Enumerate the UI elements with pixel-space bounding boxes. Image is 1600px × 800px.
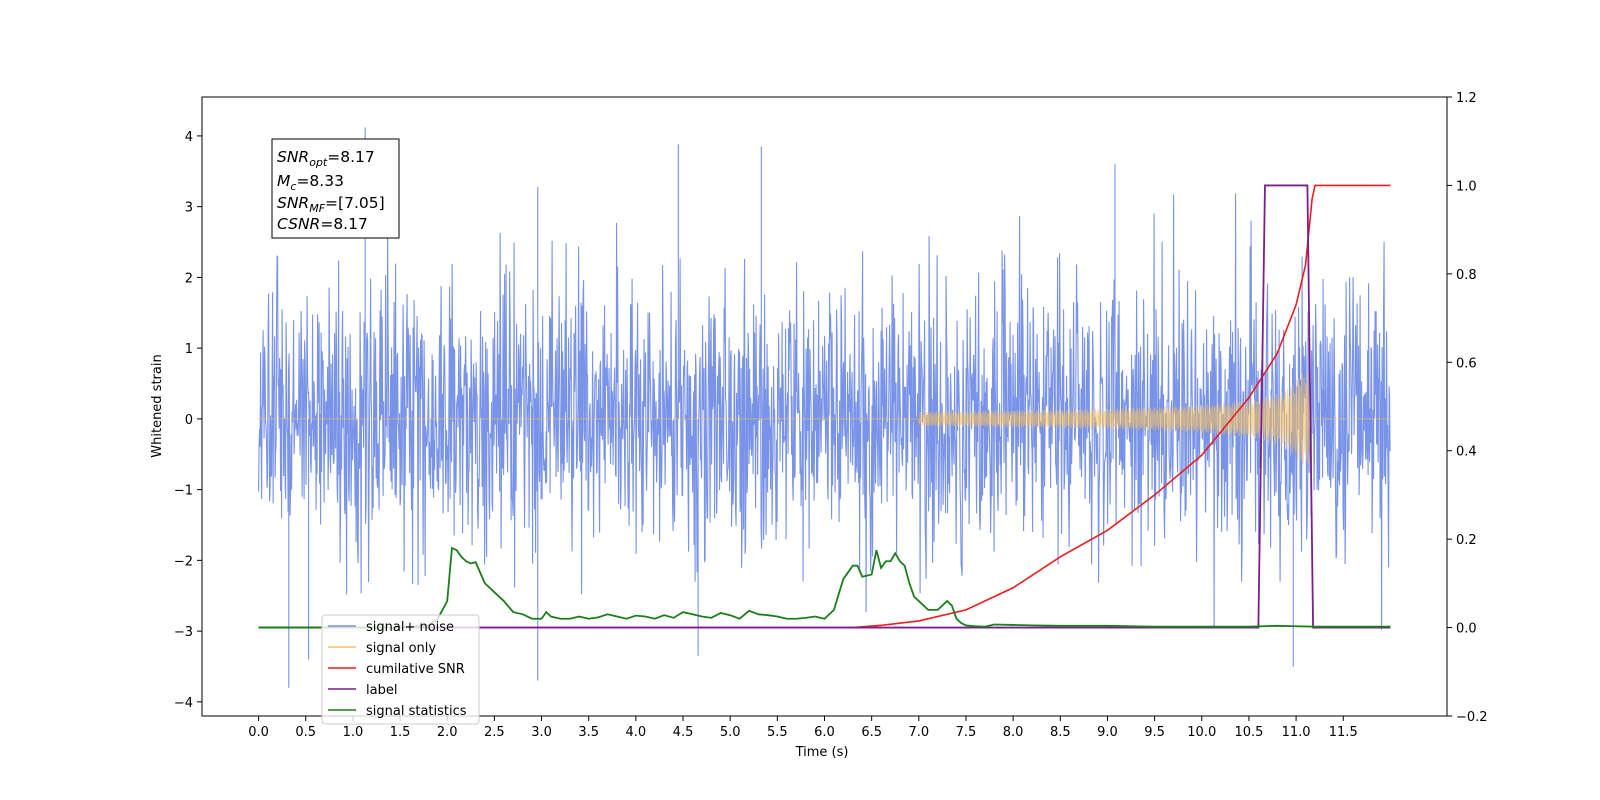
series-signal-plus-noise (258, 127, 1391, 688)
x-tick-label: 3.5 (578, 725, 599, 740)
annotation-frame (271, 138, 400, 239)
y-tick-label-right: 0.8 (1456, 268, 1477, 283)
x-tick-label: 8.5 (1050, 725, 1071, 740)
x-tick-label: 0.0 (248, 725, 269, 740)
x-tick-label: 6.0 (814, 725, 835, 740)
annotation-snr-mf: SNRMF=[7.05] (277, 194, 385, 215)
x-axis: 0.0 0.5 1.0 1.5 2.0 2.5 3.0 3.5 4.0 4.5 5.0 5.5 6.0 6… (248, 716, 1358, 740)
x-tick-label: 1.5 (390, 725, 411, 740)
series-signal-statistics (258, 546, 1391, 629)
y-tick-label-left: −3 (174, 625, 193, 640)
y-axis-right: 1.2 1.0 0.8 0.6 0.4 0.2 0.0 −0.2 (1447, 91, 1488, 725)
x-tick-label: 4.0 (626, 725, 647, 740)
x-tick-label: 10.5 (1234, 725, 1263, 740)
x-axis-label: Time (s) (795, 745, 849, 760)
legend-frame (321, 614, 480, 725)
x-tick-label: 8.0 (1003, 725, 1024, 740)
y-tick-label-right: 0.4 (1456, 445, 1477, 460)
y-tick-label-left: 1 (185, 342, 193, 357)
x-tick-label: 7.5 (956, 725, 977, 740)
x-tick-label: 9.5 (1144, 725, 1165, 740)
x-tick-label: 6.5 (861, 725, 882, 740)
y-axis-left: 4 3 2 1 0 −1 −2 −3 −4 (174, 130, 202, 711)
y-tick-label-right: 0.0 (1456, 622, 1477, 637)
x-tick-label: 11.5 (1329, 725, 1358, 740)
y-tick-label-right: 0.2 (1456, 533, 1477, 548)
y-tick-label-left: 4 (185, 130, 193, 145)
y-tick-label-left: 0 (185, 413, 193, 428)
y-axis-label: Whitened strain (150, 354, 165, 457)
x-tick-label: 9.0 (1097, 725, 1118, 740)
x-tick-label: 1.0 (343, 725, 364, 740)
x-tick-label: 3.0 (531, 725, 552, 740)
y-tick-label-left: 2 (185, 271, 193, 286)
y-tick-label-left: −2 (174, 554, 193, 569)
annotation-chirp-mass: Mc=8.33 (277, 172, 344, 193)
legend: signal+ noise signal only cumilative SNR… (321, 614, 480, 725)
annotation-csnr: CSNR=8.17 (277, 215, 368, 233)
series-layer (258, 127, 1391, 688)
x-tick-label: 7.0 (908, 725, 929, 740)
annotation-snr-opt: SNRopt=8.17 (277, 148, 375, 169)
y-tick-label-right: −0.2 (1456, 710, 1488, 725)
legend-label-label: label (366, 683, 397, 698)
x-tick-label: 5.0 (720, 725, 741, 740)
snr-annotation-box: SNRopt=8.17 Mc=8.33 SNRMF=[7.05] CSNR=8.… (271, 138, 400, 239)
y-tick-label-right: 0.6 (1456, 356, 1477, 371)
y-tick-label-right: 1.0 (1456, 179, 1477, 194)
legend-label-signal-plus-noise: signal+ noise (366, 620, 454, 635)
x-tick-label: 11.0 (1282, 725, 1311, 740)
x-tick-label: 5.5 (767, 725, 788, 740)
y-tick-label-right: 1.2 (1456, 91, 1477, 106)
x-tick-label: 10.0 (1187, 725, 1216, 740)
legend-label-signal-only: signal only (366, 641, 436, 656)
legend-label-cumilative-snr: cumilative SNR (366, 662, 465, 677)
x-tick-label: 2.5 (484, 725, 505, 740)
y-tick-label-left: −1 (174, 484, 193, 499)
y-tick-label-left: 3 (185, 201, 193, 216)
series-signal-only (258, 373, 1391, 465)
y-tick-label-left: −4 (174, 696, 193, 711)
x-tick-label: 4.5 (673, 725, 694, 740)
x-tick-label: 2.0 (437, 725, 458, 740)
x-tick-label: 0.5 (295, 725, 316, 740)
legend-label-signal-statistics: signal statistics (366, 704, 467, 719)
